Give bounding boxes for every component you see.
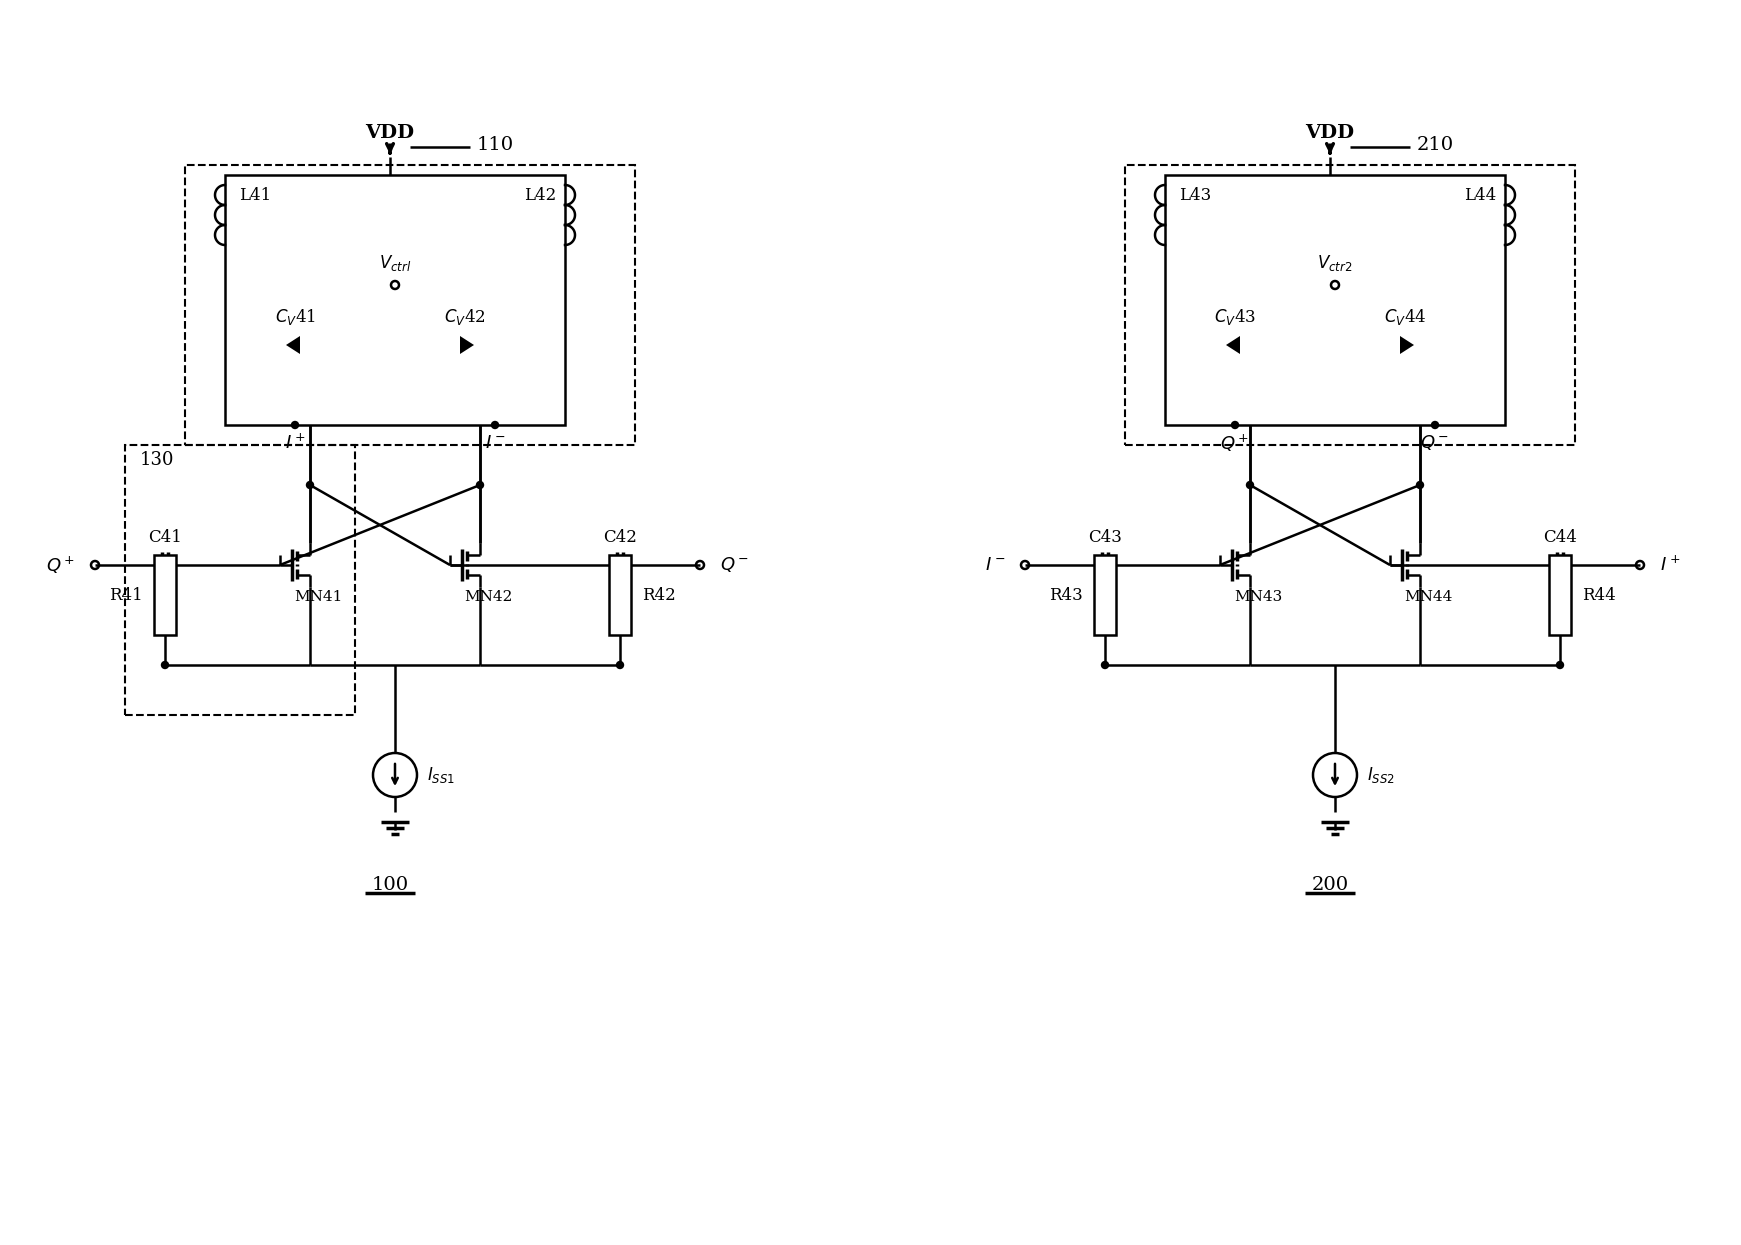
Text: R42: R42 [642, 586, 676, 604]
Text: C44: C44 [1543, 528, 1577, 545]
Circle shape [1431, 422, 1438, 428]
Text: C43: C43 [1088, 528, 1121, 545]
Polygon shape [286, 336, 299, 354]
Text: $Q^-$: $Q^-$ [721, 555, 749, 574]
Text: C41: C41 [148, 528, 183, 545]
Text: $Q^+$: $Q^+$ [1220, 432, 1250, 453]
Text: MN44: MN44 [1403, 590, 1452, 604]
Text: 100: 100 [371, 876, 409, 894]
Bar [609, 555, 630, 635]
Circle shape [477, 482, 484, 488]
Text: $I^-$: $I^-$ [985, 557, 1005, 574]
Circle shape [1247, 482, 1254, 488]
Polygon shape [1226, 336, 1240, 354]
Circle shape [291, 422, 298, 428]
Text: $I^+$: $I^+$ [1659, 555, 1680, 575]
Text: $Q^+$: $Q^+$ [45, 554, 75, 575]
Text: $C_V$44: $C_V$44 [1384, 308, 1426, 327]
Circle shape [491, 422, 498, 428]
Circle shape [616, 661, 623, 669]
Text: $C_V$42: $C_V$42 [444, 308, 486, 327]
Text: 110: 110 [477, 136, 514, 154]
Text: $V_{ctr2}$: $V_{ctr2}$ [1318, 253, 1353, 273]
Text: $I_{SS1}$: $I_{SS1}$ [427, 764, 454, 786]
Text: 200: 200 [1311, 876, 1349, 894]
Text: L44: L44 [1464, 187, 1496, 203]
Bar [1125, 166, 1576, 444]
Bar [225, 176, 566, 425]
Text: $C_V$41: $C_V$41 [275, 308, 315, 327]
Text: C42: C42 [602, 528, 637, 545]
Text: L43: L43 [1179, 187, 1212, 203]
Circle shape [306, 482, 313, 488]
Circle shape [1231, 422, 1238, 428]
Bar [1093, 555, 1116, 635]
Text: $I^-$: $I^-$ [486, 435, 505, 452]
Polygon shape [1400, 336, 1414, 354]
Text: $I_{SS2}$: $I_{SS2}$ [1367, 764, 1395, 786]
Bar [1549, 555, 1570, 635]
Text: 210: 210 [1417, 136, 1454, 154]
Text: $Q^-$: $Q^-$ [1421, 433, 1450, 452]
Circle shape [1102, 661, 1109, 669]
Text: R41: R41 [110, 586, 143, 604]
Text: 130: 130 [139, 451, 174, 469]
Text: L41: L41 [239, 187, 272, 203]
Circle shape [162, 661, 169, 669]
Text: L42: L42 [524, 187, 555, 203]
Text: MN43: MN43 [1234, 590, 1281, 604]
Bar [185, 166, 635, 444]
Text: $I^+$: $I^+$ [286, 433, 305, 453]
Bar [153, 555, 176, 635]
Text: $V_{ctrl}$: $V_{ctrl}$ [380, 253, 411, 273]
Text: VDD: VDD [1306, 124, 1354, 142]
Text: VDD: VDD [366, 124, 414, 142]
Bar [125, 444, 355, 715]
Bar [1165, 176, 1504, 425]
Text: R44: R44 [1583, 586, 1616, 604]
Text: R43: R43 [1050, 586, 1083, 604]
Circle shape [1417, 482, 1424, 488]
Polygon shape [460, 336, 474, 354]
Circle shape [1556, 661, 1563, 669]
Text: MN41: MN41 [294, 590, 343, 604]
Text: MN42: MN42 [463, 590, 512, 604]
Text: $C_V$43: $C_V$43 [1213, 308, 1255, 327]
